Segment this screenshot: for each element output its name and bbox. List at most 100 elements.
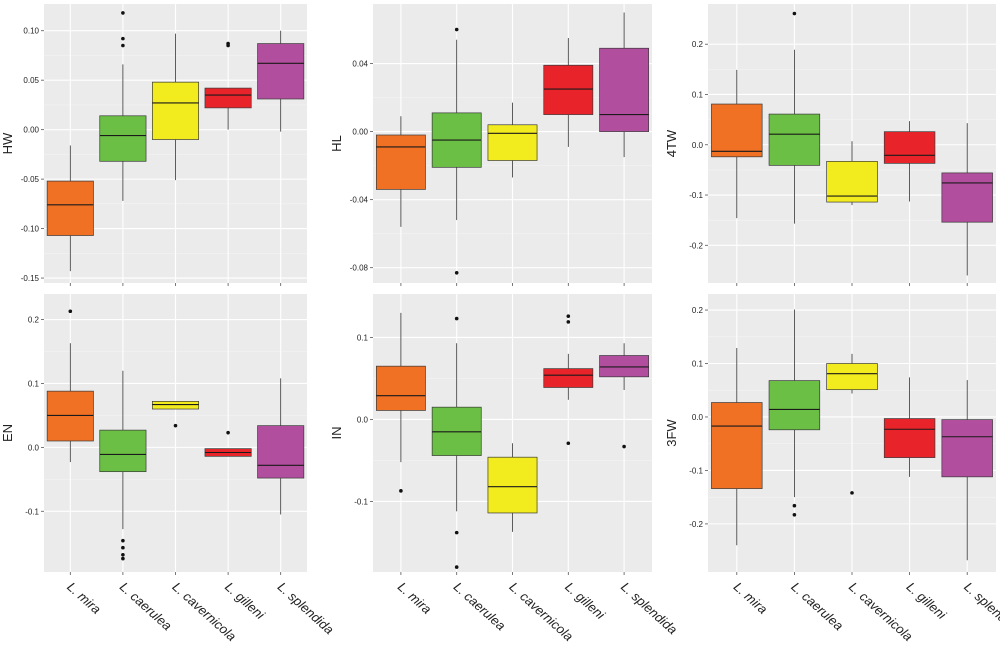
box-l-caerulea bbox=[768, 309, 821, 517]
x-category-label: L. mira bbox=[395, 579, 435, 617]
panel-3fw: 0.2 0.1 0.0 -0.1 -0.2 3FW L. mira L. caerulea L.… bbox=[664, 294, 1000, 644]
y-tick-label: 0.1 bbox=[692, 90, 704, 99]
y-tick-label: 0.2 bbox=[692, 40, 704, 49]
x-category-label: L. gilleni bbox=[562, 579, 608, 623]
iqr-box bbox=[152, 81, 199, 140]
y-tick-label: -0.1 bbox=[25, 507, 39, 516]
box-l-mira bbox=[711, 69, 763, 219]
x-category-label: L. gilleni bbox=[222, 579, 268, 623]
box-l-gilleni bbox=[204, 430, 252, 457]
iqr-box bbox=[768, 380, 821, 431]
iqr-box bbox=[599, 47, 650, 132]
box-l-cavernicola bbox=[487, 443, 538, 532]
y-tick-label: 0.0 bbox=[357, 415, 369, 424]
y-tick-label: -0.10 bbox=[21, 225, 40, 234]
x-category-label: L. caerulea bbox=[451, 579, 509, 633]
y-axis-label: HL bbox=[329, 135, 344, 152]
y-tick-label: 0.00 bbox=[23, 126, 39, 135]
iqr-box bbox=[941, 172, 993, 223]
iqr-box bbox=[826, 363, 878, 391]
outlier-point bbox=[454, 27, 459, 32]
outlier-point bbox=[121, 43, 125, 48]
y-axis-label: HW bbox=[0, 132, 15, 154]
iqr-box bbox=[543, 368, 594, 388]
y-tick-label: 0.0 bbox=[28, 443, 40, 452]
iqr-box bbox=[99, 115, 147, 162]
iqr-box bbox=[883, 418, 936, 458]
y-tick-label: 0.2 bbox=[28, 316, 40, 325]
iqr-box bbox=[375, 134, 426, 190]
outlier-point bbox=[173, 423, 178, 428]
y-tick-label: 0.1 bbox=[28, 379, 40, 388]
box-l-splendida bbox=[599, 12, 650, 158]
iqr-box bbox=[599, 355, 650, 378]
panel-4tw: 0.2 0.1 0.0 -0.1 -0.2 4TW bbox=[664, 4, 996, 286]
outlier-point bbox=[121, 556, 125, 561]
y-axis-label: IN bbox=[329, 427, 344, 440]
box-l-splendida bbox=[941, 123, 993, 276]
iqr-box bbox=[375, 365, 426, 411]
x-category-label: L. gilleni bbox=[904, 579, 950, 623]
box-l-caerulea bbox=[431, 27, 482, 275]
iqr-box bbox=[711, 103, 763, 158]
iqr-box bbox=[711, 402, 763, 489]
x-category-label: L. splendida bbox=[961, 579, 1000, 637]
iqr-box bbox=[257, 425, 305, 479]
y-axis-label: EN bbox=[0, 424, 15, 442]
y-tick-label: 0.05 bbox=[23, 76, 39, 85]
box-l-gilleni bbox=[883, 121, 936, 202]
outlier-point bbox=[454, 565, 459, 569]
outlier-point bbox=[121, 538, 125, 543]
box-l-splendida bbox=[257, 378, 305, 515]
box-l-gilleni bbox=[543, 38, 594, 147]
box-l-mira bbox=[46, 309, 94, 463]
x-category-label: L. mira bbox=[731, 579, 771, 617]
box-l-cavernicola bbox=[487, 102, 538, 178]
box-l-mira bbox=[375, 116, 426, 227]
x-category-label: L. caerulea bbox=[788, 579, 846, 633]
outlier-point bbox=[121, 36, 125, 41]
outlier-point bbox=[121, 11, 125, 15]
y-tick-label: -0.05 bbox=[21, 175, 40, 184]
box-l-cavernicola bbox=[826, 353, 878, 495]
y-tick-label: -0.2 bbox=[689, 241, 703, 250]
box-l-caerulea bbox=[431, 316, 482, 569]
iqr-box bbox=[46, 390, 94, 442]
box-l-splendida bbox=[599, 343, 650, 449]
outlier-point bbox=[622, 444, 626, 449]
box-l-gilleni bbox=[883, 377, 936, 477]
panel-hl: 0.04 0.00 -0.04 -0.08 HL bbox=[329, 4, 652, 286]
panel-hw: 0.10 0.05 0.00 -0.05 -0.10 -0.15 HW bbox=[0, 4, 307, 286]
iqr-box bbox=[99, 429, 147, 473]
outlier-point bbox=[792, 503, 797, 508]
outlier-point bbox=[68, 309, 73, 314]
y-tick-label: -0.15 bbox=[21, 274, 40, 283]
outlier-point bbox=[226, 430, 230, 435]
outlier-point bbox=[399, 489, 403, 493]
box-l-caerulea bbox=[99, 370, 147, 561]
iqr-box bbox=[46, 180, 94, 236]
box-l-gilleni bbox=[543, 314, 594, 446]
outlier-point bbox=[566, 314, 571, 318]
outlier-point bbox=[454, 530, 459, 535]
y-axis-label: 3FW bbox=[664, 419, 679, 447]
y-tick-label: 0.0 bbox=[692, 413, 704, 422]
outlier-point bbox=[121, 552, 125, 557]
box-l-gilleni bbox=[204, 41, 252, 130]
outlier-point bbox=[566, 441, 571, 446]
iqr-box bbox=[941, 419, 993, 478]
y-tick-label: 0.00 bbox=[352, 128, 368, 137]
iqr-box bbox=[826, 160, 878, 203]
x-category-label: L. splendida bbox=[275, 579, 337, 637]
iqr-box bbox=[152, 401, 199, 410]
y-tick-label: -0.1 bbox=[354, 497, 368, 506]
box-l-caerulea bbox=[768, 11, 821, 224]
y-tick-label: -0.2 bbox=[689, 520, 703, 529]
outlier-point bbox=[792, 11, 797, 16]
y-axis-label: 4TW bbox=[664, 129, 679, 157]
outlier-point bbox=[121, 545, 125, 550]
y-tick-label: 0.0 bbox=[692, 141, 704, 150]
outlier-point bbox=[792, 512, 797, 517]
